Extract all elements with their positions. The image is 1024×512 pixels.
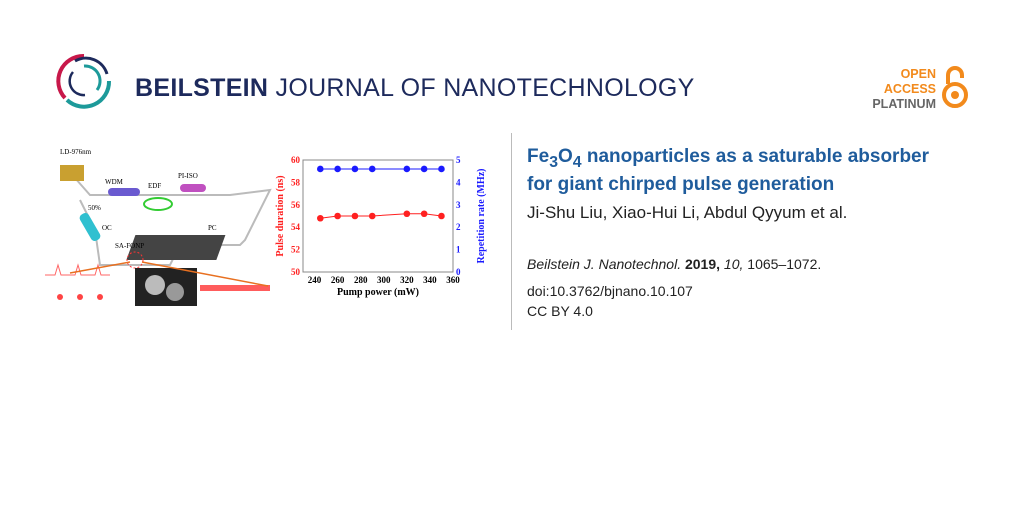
license: CC BY 4.0 [527, 303, 593, 319]
y2-tick-label: 3 [456, 200, 461, 210]
x-tick-label: 280 [354, 275, 368, 285]
data-point [403, 210, 411, 218]
x-tick-label: 360 [446, 275, 460, 285]
y-axis-label: Pulse duration (ns) [275, 175, 286, 256]
svg-text:SA-FONP: SA-FONP [115, 242, 144, 250]
x-tick-label: 240 [308, 275, 322, 285]
data-point [317, 214, 324, 222]
divider [511, 133, 512, 330]
journal-name: BEILSTEIN JOURNAL OF NANOTECHNOLOGY [135, 74, 695, 102]
svg-text:50%: 50% [88, 204, 101, 212]
x-tick-label: 260 [331, 275, 345, 285]
y2-axis-label: Repetition rate (MHz) [476, 169, 487, 264]
data-point [438, 212, 445, 220]
y2-tick-label: 0 [456, 267, 461, 277]
data-point [438, 165, 445, 173]
data-point [368, 165, 376, 173]
laser-schematic: LD-976nm WDM EDF PI-ISO 50% OC SA-FONP P… [45, 148, 272, 306]
plot-frame [302, 159, 454, 273]
svg-text:PC: PC [208, 224, 217, 232]
authors: Ji-Shu Liu, Xiao-Hui Li, Abdul Qyyum et … [527, 203, 848, 222]
y-tick-label: 56 [291, 200, 301, 210]
data-point [368, 212, 376, 220]
open-lock-icon [942, 66, 968, 108]
svg-text:PI-ISO: PI-ISO [178, 172, 198, 180]
data-point [334, 212, 341, 220]
data-point [351, 165, 359, 173]
data-point [420, 165, 428, 173]
sem-image [135, 268, 197, 306]
data-point [334, 165, 341, 173]
svg-text:WDM: WDM [105, 178, 124, 186]
data-point [403, 165, 411, 173]
y2-tick-label: 4 [456, 177, 461, 187]
data-point [351, 212, 359, 220]
beilstein-logo [56, 53, 112, 109]
y-tick-label: 60 [291, 155, 301, 165]
x-tick-label: 340 [423, 275, 437, 285]
svg-text:OC: OC [102, 224, 112, 232]
y-tick-label: 58 [291, 177, 301, 187]
y-tick-label: 54 [291, 222, 301, 232]
y-tick-label: 50 [291, 267, 301, 277]
y2-tick-label: 2 [456, 222, 461, 232]
laser-diode [60, 165, 84, 181]
y2-tick-label: 5 [456, 155, 461, 165]
doi[interactable]: doi:10.3762/bjnano.10.107 [527, 283, 693, 299]
data-point [420, 210, 428, 218]
pulse-chart: 240 260 280 300 320 340 360505254565860012345 … [275, 155, 487, 298]
x-axis-label: Pump power (mW) [337, 287, 419, 298]
open-access-label: OPEN ACCESS PLATINUM [872, 67, 936, 111]
y2-tick-label: 1 [456, 245, 461, 255]
y-tick-label: 52 [291, 245, 301, 255]
x-tick-label: 300 [377, 275, 391, 285]
svg-text:LD-976nm: LD-976nm [60, 148, 92, 156]
article-title[interactable]: Fe3O4 nanoparticles as a saturable absor… [527, 146, 930, 195]
svg-text:EDF: EDF [148, 182, 161, 190]
data-point [317, 165, 324, 173]
citation: Beilstein J. Nanotechnol. 2019, 10, 1065… [527, 256, 822, 272]
x-tick-label: 320 [400, 275, 414, 285]
